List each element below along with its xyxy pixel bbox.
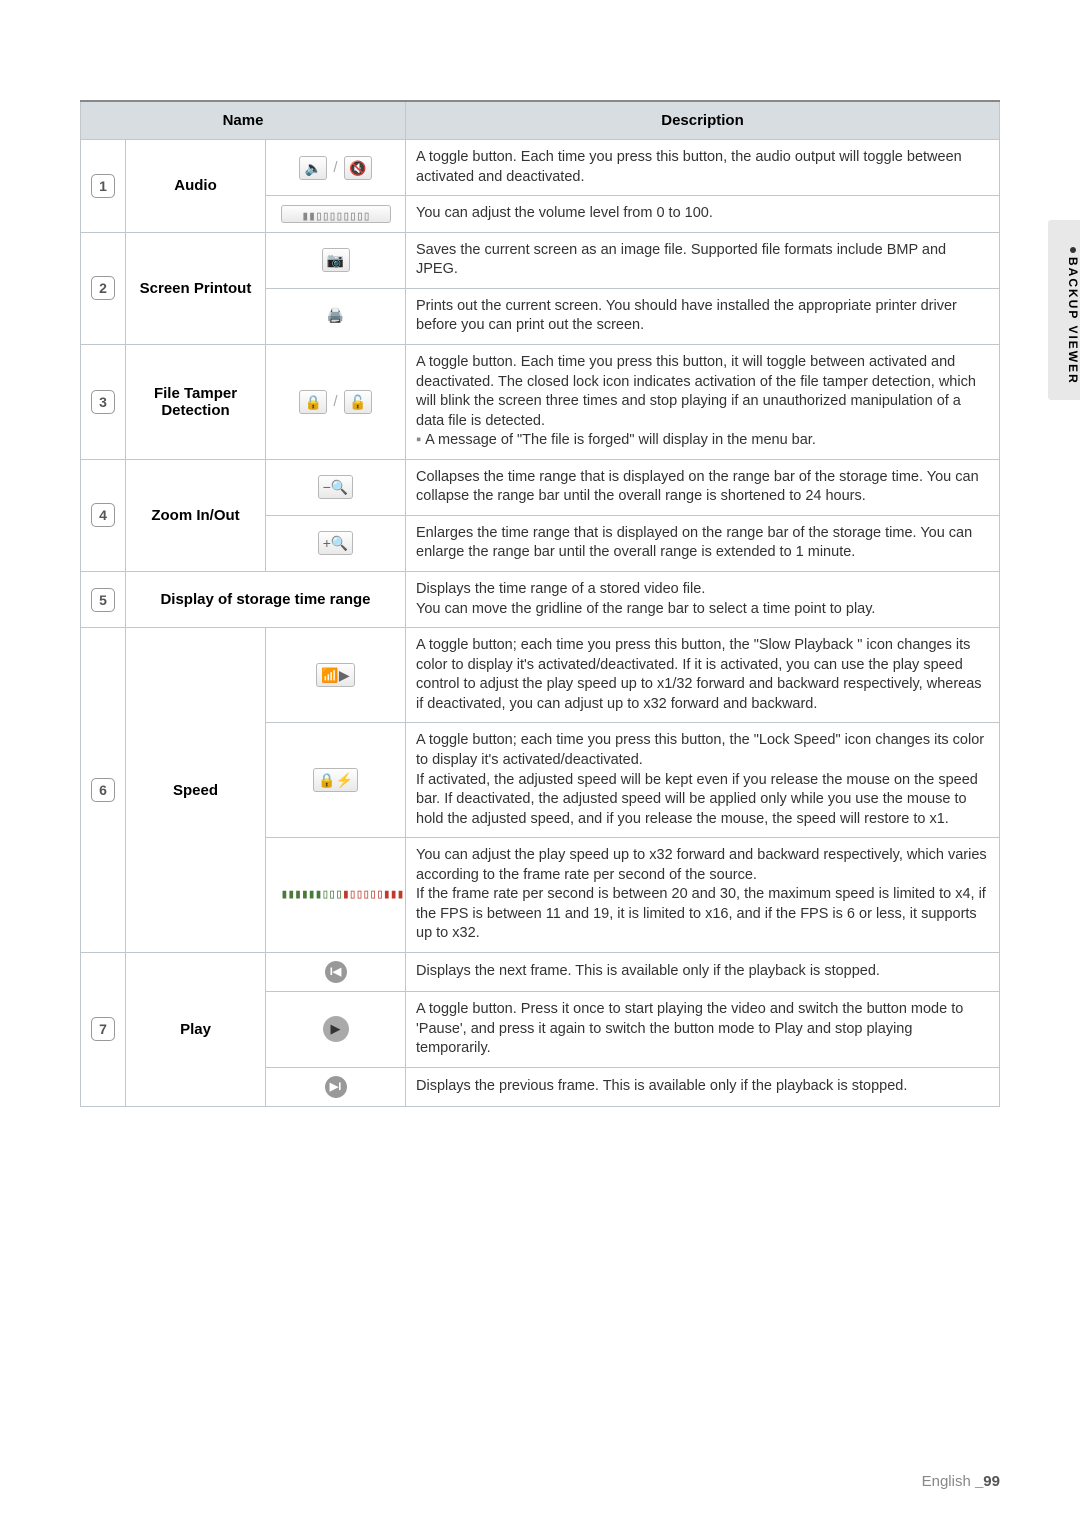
row-name: File Tamper Detection — [126, 344, 266, 459]
row-number: 6 — [91, 778, 115, 802]
speaker-off-icon: 🔇 — [344, 156, 372, 180]
description: Enlarges the time range that is displaye… — [406, 515, 1000, 571]
table-row: 1 Audio 🔈 / 🔇 A toggle button. Each time… — [81, 140, 1000, 196]
description: Collapses the time range that is display… — [406, 459, 1000, 515]
description: You can adjust the play speed up to x32 … — [406, 838, 1000, 953]
side-tab: BACKUP VIEWER — [1048, 220, 1080, 400]
table-row: 2 Screen Printout 📷 Saves the current sc… — [81, 232, 1000, 288]
footer-page: _99 — [975, 1473, 1000, 1490]
table-row: 6 Speed 📶▶ A toggle button; each time yo… — [81, 628, 1000, 723]
description: Displays the previous frame. This is ava… — [406, 1067, 1000, 1106]
separator: / — [333, 159, 337, 176]
page-content: Name Description 1 Audio 🔈 / 🔇 A toggle … — [0, 0, 1080, 1147]
header-description: Description — [406, 101, 1000, 140]
row-number: 2 — [91, 276, 115, 300]
page-footer: English _99 — [922, 1473, 1000, 1490]
description-note: A message of "The file is forged" will d… — [425, 432, 816, 448]
play-icon: ▶ — [323, 1016, 349, 1042]
description: A toggle button; each time you press thi… — [406, 628, 1000, 723]
description: You can adjust the volume level from 0 t… — [406, 196, 1000, 233]
lock-closed-icon: 🔒 — [299, 390, 327, 414]
slow-playback-icon: 📶▶ — [316, 663, 354, 687]
row-name: Audio — [126, 140, 266, 233]
speaker-on-icon: 🔈 — [299, 156, 327, 180]
camera-icon: 📷 — [322, 248, 350, 272]
printer-icon: 🖨️ — [322, 304, 350, 328]
table-row: 4 Zoom In/Out −🔍 Collapses the time rang… — [81, 459, 1000, 515]
prev-frame-icon: I◀ — [325, 961, 347, 983]
description: A toggle button. Each time you press thi… — [406, 140, 1000, 196]
row-number: 5 — [91, 588, 115, 612]
lock-speed-icon: 🔒⚡ — [313, 768, 358, 792]
row-name: Screen Printout — [126, 232, 266, 344]
row-number: 3 — [91, 390, 115, 414]
row-name: Play — [126, 953, 266, 1107]
footer-lang: English — [922, 1473, 971, 1490]
side-tab-label: BACKUP VIEWER — [1066, 257, 1080, 385]
speed-slider-icon: ▮▮▮▮▮▮▯▯▯▮▯▯▯▯▯▮▮▮ — [281, 887, 391, 905]
table-row: 3 File Tamper Detection 🔒 / 🔓 A toggle b… — [81, 344, 1000, 459]
lock-open-icon: 🔓 — [344, 390, 372, 414]
row-number: 7 — [91, 1017, 115, 1041]
table-row: 7 Play I◀ Displays the next frame. This … — [81, 953, 1000, 992]
reference-table: Name Description 1 Audio 🔈 / 🔇 A toggle … — [80, 100, 1000, 1107]
table-row: 5 Display of storage time range Displays… — [81, 572, 1000, 628]
zoom-out-icon: −🔍 — [318, 475, 354, 499]
bullet-icon: ▪ — [416, 432, 421, 448]
zoom-in-icon: +🔍 — [318, 531, 354, 555]
description: Displays the time range of a stored vide… — [406, 572, 1000, 628]
description: Prints out the current screen. You shoul… — [406, 288, 1000, 344]
description: A toggle button. Press it once to start … — [406, 992, 1000, 1068]
header-name: Name — [81, 101, 406, 140]
description: Saves the current screen as an image fil… — [406, 232, 1000, 288]
row-number: 4 — [91, 503, 115, 527]
description: Displays the next frame. This is availab… — [406, 953, 1000, 992]
description: A toggle button; each time you press thi… — [406, 723, 1000, 838]
description: A toggle button. Each time you press thi… — [406, 344, 1000, 459]
next-frame-icon: ▶I — [325, 1076, 347, 1098]
volume-slider-icon: ▮▮▯▯▯▯▯▯▯▯ — [281, 205, 391, 223]
row-name: Display of storage time range — [126, 572, 406, 628]
row-name: Speed — [126, 628, 266, 953]
row-name: Zoom In/Out — [126, 459, 266, 571]
description-text: A toggle button. Each time you press thi… — [416, 354, 976, 429]
separator: / — [333, 393, 337, 410]
row-number: 1 — [91, 174, 115, 198]
